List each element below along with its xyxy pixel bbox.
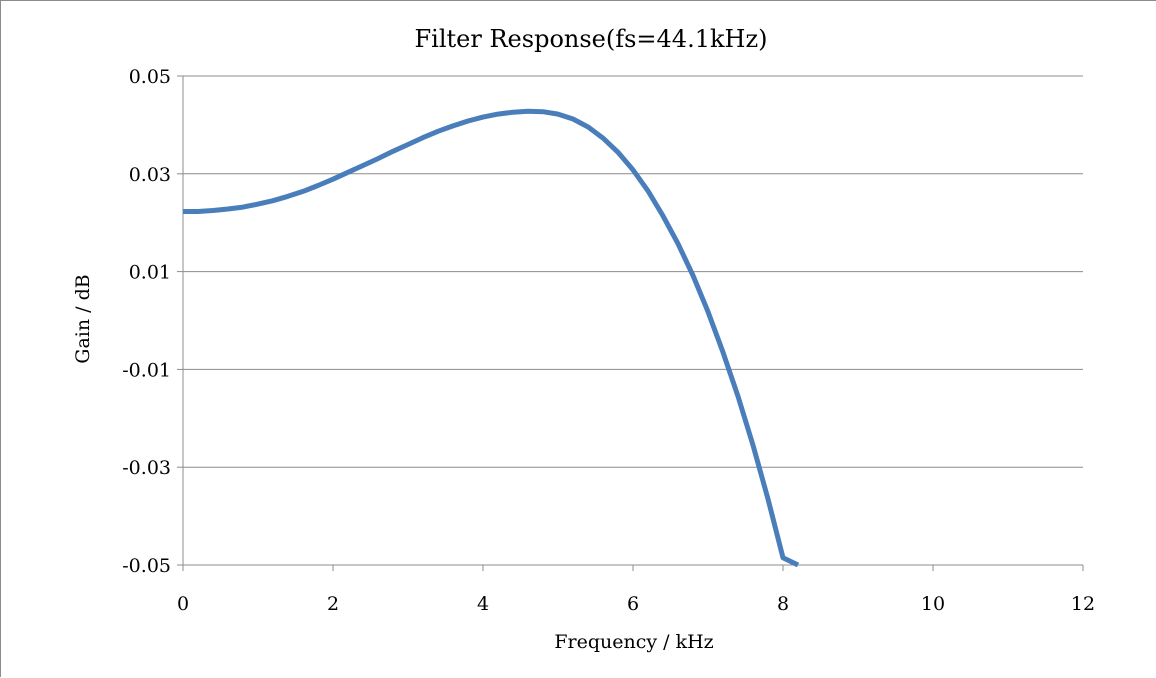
y-tick-label-0: 0.05 [129,66,171,88]
x-axis-title: Frequency / kHz [554,631,713,653]
y-tick-label-3: -0.01 [122,359,171,381]
chart-title: Filter Response(fs=44.1kHz) [415,25,768,53]
x-tick-label-5: 10 [921,593,945,615]
gridlines [183,75,1083,468]
x-tick-label-6: 12 [1071,593,1095,615]
y-tick-label-2: 0.01 [129,262,171,284]
y-tick-label-1: 0.03 [129,164,171,186]
y-tick-label-5: -0.05 [122,555,171,577]
x-tick-label-4: 8 [777,593,789,615]
x-tick-label-0: 0 [177,593,189,615]
y-tick-label-4: -0.03 [122,457,171,479]
x-tick-label-2: 4 [477,593,489,615]
x-tick-label-1: 2 [327,593,339,615]
series-layer [183,108,800,568]
y-axis-title: Gain / dB [72,274,94,363]
tick-labels: 0.05 0.03 0.01 -0.01 -0.03 -0.05 0 2 4 6 8 10 12 [122,66,1095,615]
series-line-0 [183,108,800,568]
x-tick-label-3: 6 [627,593,639,615]
axes [177,75,1084,571]
